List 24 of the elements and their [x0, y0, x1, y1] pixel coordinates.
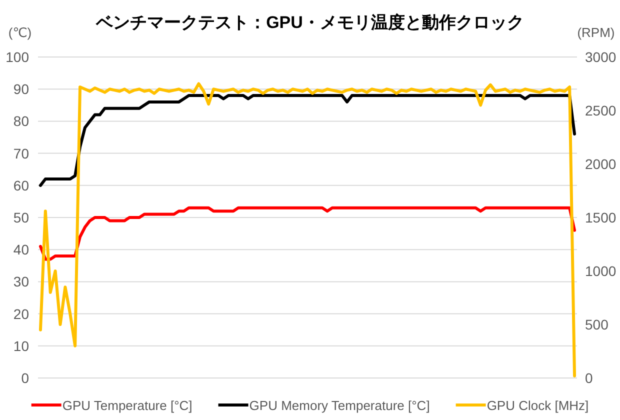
- y-tick-label: 90: [13, 81, 30, 98]
- y2-tick-label: 500: [585, 316, 609, 332]
- y-tick-label: 70: [13, 145, 30, 162]
- y2-tick-label: 1000: [585, 263, 616, 279]
- legend-label: GPU Clock [MHz]: [486, 398, 589, 413]
- y-axis-title: (℃): [8, 25, 32, 40]
- y-tick-label: 40: [13, 242, 30, 258]
- y-tick-label: 80: [13, 113, 30, 130]
- y2-tick-label: 0: [585, 370, 593, 386]
- y-tick-label: 10: [13, 338, 30, 354]
- legend-label: GPU Memory Temperature [°C]: [249, 398, 430, 413]
- y2-tick-label: 2500: [585, 102, 616, 118]
- y-tick-label: 100: [6, 49, 30, 65]
- y-tick-label: 20: [13, 306, 30, 322]
- y2-axis-title: (RPM): [577, 25, 615, 40]
- y-tick-label: 50: [13, 210, 30, 226]
- y-tick-label: 30: [13, 274, 30, 290]
- legend-label: GPU Temperature [°C]: [62, 398, 192, 413]
- y-tick-label: 0: [21, 370, 30, 386]
- y2-tick-label: 1500: [585, 210, 616, 226]
- y2-tick-label: 2000: [585, 156, 616, 172]
- y2-tick-label: 3000: [585, 49, 616, 65]
- y-tick-label: 60: [13, 177, 30, 194]
- chart-title: ベンチマークテスト：GPU・メモリ温度と動作クロック: [95, 13, 524, 32]
